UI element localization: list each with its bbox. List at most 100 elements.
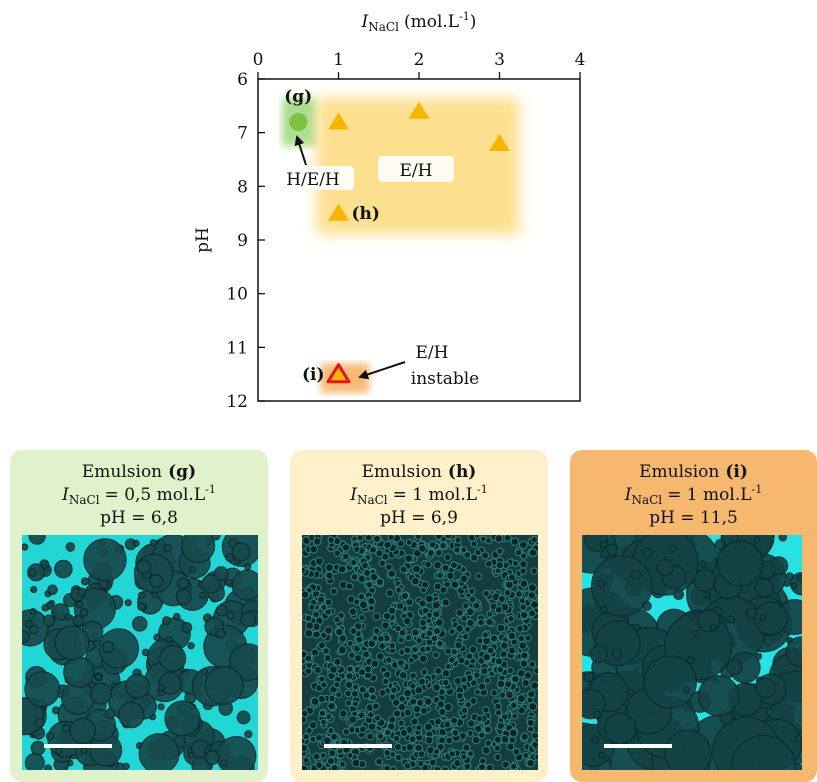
droplet [392,734,401,743]
droplet [337,564,347,574]
droplet [313,665,323,675]
droplet [528,660,537,669]
droplet [350,573,359,582]
droplet [484,739,493,747]
droplet [455,608,464,618]
y-tick-label: 10 [226,285,248,305]
annotation: H/E/H [286,170,340,190]
droplet [453,546,461,554]
droplet [378,559,387,568]
droplet [358,685,367,694]
panel-ionic-part: = 1 mol.L [667,485,751,505]
droplet [325,571,334,580]
droplet [76,587,87,597]
droplet [496,721,506,731]
panel-tag: (g) [168,462,196,482]
droplet [726,615,736,624]
droplet [141,648,150,657]
droplet [383,728,392,737]
droplet [22,543,29,551]
droplet [333,615,341,624]
droplet [231,569,258,601]
droplet [433,582,443,591]
droplet [455,624,464,633]
droplet [378,642,387,651]
droplet [432,626,442,636]
droplet [475,714,484,723]
droplet [753,601,788,636]
droplet [326,756,336,766]
droplet [480,551,490,560]
point [328,112,349,130]
droplet [175,589,192,606]
droplet [451,728,460,737]
droplet [131,616,148,632]
y-tick-label: 7 [237,124,248,144]
droplet [83,538,127,582]
droplet [460,546,468,554]
droplet [454,640,463,650]
droplet [461,632,470,641]
droplet [482,589,491,598]
annotation-backdrop [272,166,354,190]
panel-tag: (h) [448,462,476,482]
droplet [466,750,475,758]
droplet [346,665,354,673]
droplet [507,631,517,641]
panel-ionic-part: -1 [752,483,763,496]
droplet [436,699,446,709]
droplet [424,735,434,745]
droplet [496,547,504,555]
droplet [493,744,502,752]
droplet [341,543,351,552]
y-axis-label: pH [193,227,213,253]
droplet [244,730,253,739]
droplet [80,577,90,586]
droplet [483,725,493,734]
droplet [30,585,38,594]
droplet [531,740,538,749]
droplet [482,706,490,714]
droplet [338,709,348,718]
droplet [486,646,495,655]
droplet [28,568,37,577]
droplet [483,676,492,685]
droplet [419,706,429,715]
droplet [376,634,385,643]
droplet [424,560,433,569]
droplet [494,535,504,544]
droplet [475,572,483,580]
droplet [498,691,507,700]
droplet [357,711,366,720]
droplet [63,656,95,688]
droplet [477,618,486,627]
droplet [44,764,53,770]
droplet [329,665,339,675]
droplet [47,584,58,596]
droplet [673,589,684,600]
droplet [358,600,369,610]
droplet [323,625,334,636]
droplet [243,563,252,571]
droplet [387,606,397,616]
droplet [664,729,712,770]
panel-ionic-part: I [624,485,632,505]
droplet [507,646,517,655]
droplet [794,734,802,743]
droplet [137,602,146,611]
panel-ionic-part: -1 [205,483,216,496]
droplet [305,621,315,631]
droplet [385,656,393,664]
droplet [368,545,378,554]
droplet [319,751,327,760]
panel-ph: pH = 11,5 [649,508,738,528]
x-axis-label-part: (mol.L [404,12,459,32]
droplet [122,762,130,770]
droplet [583,671,595,683]
droplet [530,681,538,690]
droplet [703,591,711,599]
droplet [795,763,802,770]
droplet [412,704,422,714]
droplet [726,659,743,676]
droplet [79,607,89,617]
